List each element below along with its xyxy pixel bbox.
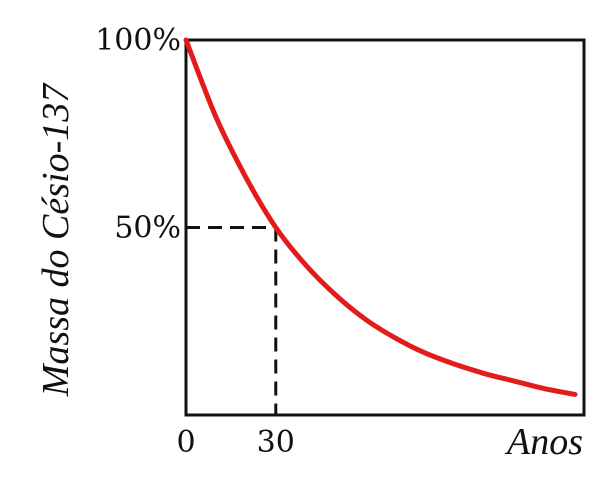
plot-frame — [184, 38, 586, 417]
y-axis-title: Massa do Césio-137 — [35, 82, 77, 397]
y-tick-label: 100% — [95, 23, 181, 58]
x-tick-label: 30 — [257, 425, 295, 460]
y-tick-label: 50% — [114, 211, 181, 246]
x-tick-label: 0 — [176, 425, 195, 460]
decay-curve-0 — [183, 37, 578, 397]
x-axis-title: Anos — [504, 421, 583, 463]
